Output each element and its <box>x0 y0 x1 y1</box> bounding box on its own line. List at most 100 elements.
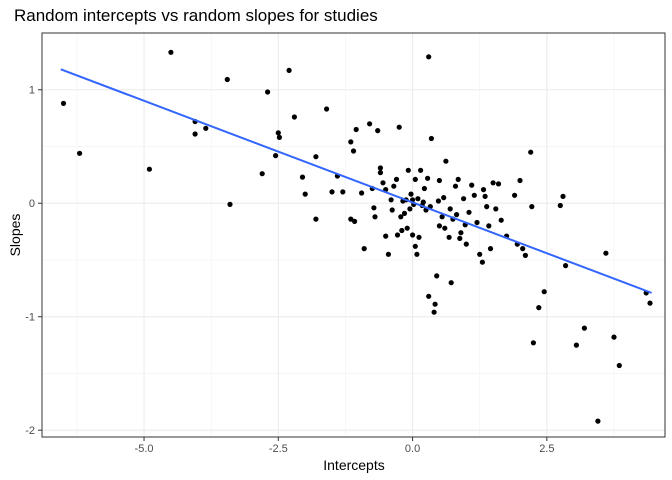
data-point <box>385 251 391 257</box>
data-point <box>563 263 569 269</box>
data-point <box>616 362 622 369</box>
x-tick-label: -2.5 <box>269 443 288 455</box>
data-point <box>487 246 494 252</box>
data-point <box>493 206 499 212</box>
data-point <box>466 209 472 215</box>
data-point <box>431 309 437 315</box>
data-point <box>410 232 416 238</box>
data-point <box>541 289 547 295</box>
data-point <box>442 225 448 231</box>
data-point <box>146 166 152 172</box>
data-point <box>447 206 453 212</box>
data-point <box>522 252 529 258</box>
data-point <box>435 198 441 204</box>
data-point <box>647 300 653 306</box>
data-point <box>412 176 418 182</box>
data-point <box>457 235 463 241</box>
data-point <box>463 241 469 247</box>
data-point <box>352 218 358 224</box>
data-point <box>276 134 282 140</box>
data-point <box>426 54 432 60</box>
y-tick-label: 1 <box>29 85 35 97</box>
data-point <box>595 418 601 424</box>
data-point <box>372 214 378 220</box>
data-point <box>426 293 432 299</box>
data-point <box>482 193 488 199</box>
data-point <box>452 183 459 189</box>
data-point <box>484 204 490 210</box>
data-point <box>371 205 377 211</box>
data-point <box>480 187 487 193</box>
data-point <box>421 185 427 192</box>
data-point <box>434 273 440 279</box>
data-point <box>348 216 354 222</box>
data-point <box>573 342 580 348</box>
data-point <box>407 206 413 212</box>
data-point <box>441 195 447 201</box>
data-point <box>557 202 563 209</box>
x-axis-ticks: -5.0 -2.5 0.0 2.5 <box>135 437 554 455</box>
data-point <box>520 246 526 252</box>
data-point <box>259 171 265 177</box>
data-point <box>273 153 279 159</box>
data-point <box>436 223 442 229</box>
data-point <box>348 139 354 145</box>
data-point <box>455 176 461 182</box>
data-point <box>377 170 383 176</box>
data-point <box>498 217 504 223</box>
x-tick-label: 2.5 <box>539 443 554 455</box>
data-point <box>404 225 410 231</box>
data-point <box>350 148 357 154</box>
data-point <box>265 89 271 95</box>
data-point <box>203 125 209 131</box>
data-point <box>408 191 414 197</box>
data-point <box>529 204 535 210</box>
data-point <box>432 301 438 307</box>
x-tick-label: 0.0 <box>405 443 420 455</box>
data-point <box>286 67 292 73</box>
data-point <box>399 227 405 234</box>
data-point <box>291 114 297 120</box>
data-point <box>77 150 83 156</box>
data-point <box>443 158 449 164</box>
data-point <box>359 190 365 196</box>
y-tick-label: -2 <box>25 425 35 437</box>
data-point <box>388 197 394 203</box>
data-point <box>486 223 492 229</box>
trend-line <box>60 68 652 294</box>
data-point <box>425 175 431 181</box>
y-tick-label: -1 <box>25 312 35 324</box>
data-point <box>560 193 566 199</box>
minor-gridlines <box>42 33 665 437</box>
data-point <box>313 216 319 222</box>
data-point <box>448 280 454 286</box>
chart-title: Random intercepts vs random slopes for s… <box>14 6 378 25</box>
data-point <box>299 174 306 180</box>
data-point <box>405 167 411 173</box>
data-point <box>192 131 198 137</box>
data-point <box>380 180 386 186</box>
data-point <box>168 49 174 55</box>
data-point <box>353 126 359 133</box>
data-point <box>581 325 588 331</box>
data-point <box>361 246 367 252</box>
data-point <box>375 128 381 134</box>
data-point <box>490 180 496 186</box>
data-points <box>60 49 653 424</box>
data-point <box>396 124 402 130</box>
data-point <box>416 234 422 240</box>
data-point <box>383 233 389 239</box>
data-point <box>227 201 233 207</box>
data-point <box>458 230 464 236</box>
data-point <box>536 305 542 311</box>
data-point <box>415 196 421 202</box>
data-point <box>393 176 400 182</box>
data-point <box>517 177 523 184</box>
y-axis-ticks: -2 -1 0 1 <box>25 85 42 437</box>
plot-panel <box>42 33 665 437</box>
data-point <box>412 243 418 249</box>
data-point <box>477 251 483 257</box>
data-point <box>394 232 401 238</box>
data-point <box>436 177 442 184</box>
